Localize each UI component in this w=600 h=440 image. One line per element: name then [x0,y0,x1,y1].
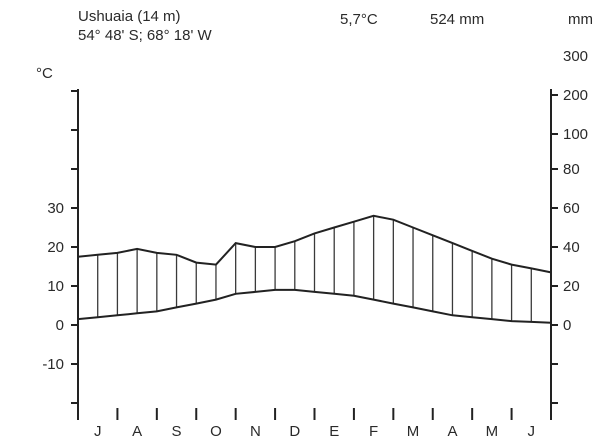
left-tick-label: 20 [47,239,64,256]
right-tick-label: 60 [563,200,580,217]
month-label: A [132,423,142,440]
right-tick-label: 300 [563,48,588,65]
station-coordinates: 54° 48' S; 68° 18' W [78,27,212,44]
series-temperature-line [77,288,552,324]
right-tick-label: 0 [563,317,571,334]
month-label: N [250,423,261,440]
humid-season-hatching [77,215,552,323]
series-precipitation-line [77,214,552,274]
left-axis-unit: °C [36,65,53,82]
right-tick-label: 20 [563,278,580,295]
axes [71,89,558,420]
month-label: O [210,423,222,440]
month-label: D [289,423,300,440]
month-label: A [447,423,457,440]
month-label: F [369,423,378,440]
right-axis-unit: mm [568,11,593,28]
month-label: M [407,423,420,440]
month-label: M [486,423,499,440]
month-label: J [94,423,102,440]
month-label: J [528,423,536,440]
mean-temperature: 5,7°C [340,11,378,28]
right-tick-label: 200 [563,87,588,104]
annual-precipitation: 524 mm [430,11,485,28]
right-tick-label: 40 [563,239,580,256]
month-label: E [329,423,339,440]
data-lines [77,214,552,324]
left-tick-label: 30 [47,200,64,217]
month-label: S [172,423,182,440]
left-tick-label: 0 [56,317,64,334]
station-name: Ushuaia (14 m) [78,8,181,25]
right-tick-label: 100 [563,126,588,143]
left-tick-label: -10 [42,356,64,373]
left-tick-label: 10 [47,278,64,295]
right-tick-label: 80 [563,161,580,178]
